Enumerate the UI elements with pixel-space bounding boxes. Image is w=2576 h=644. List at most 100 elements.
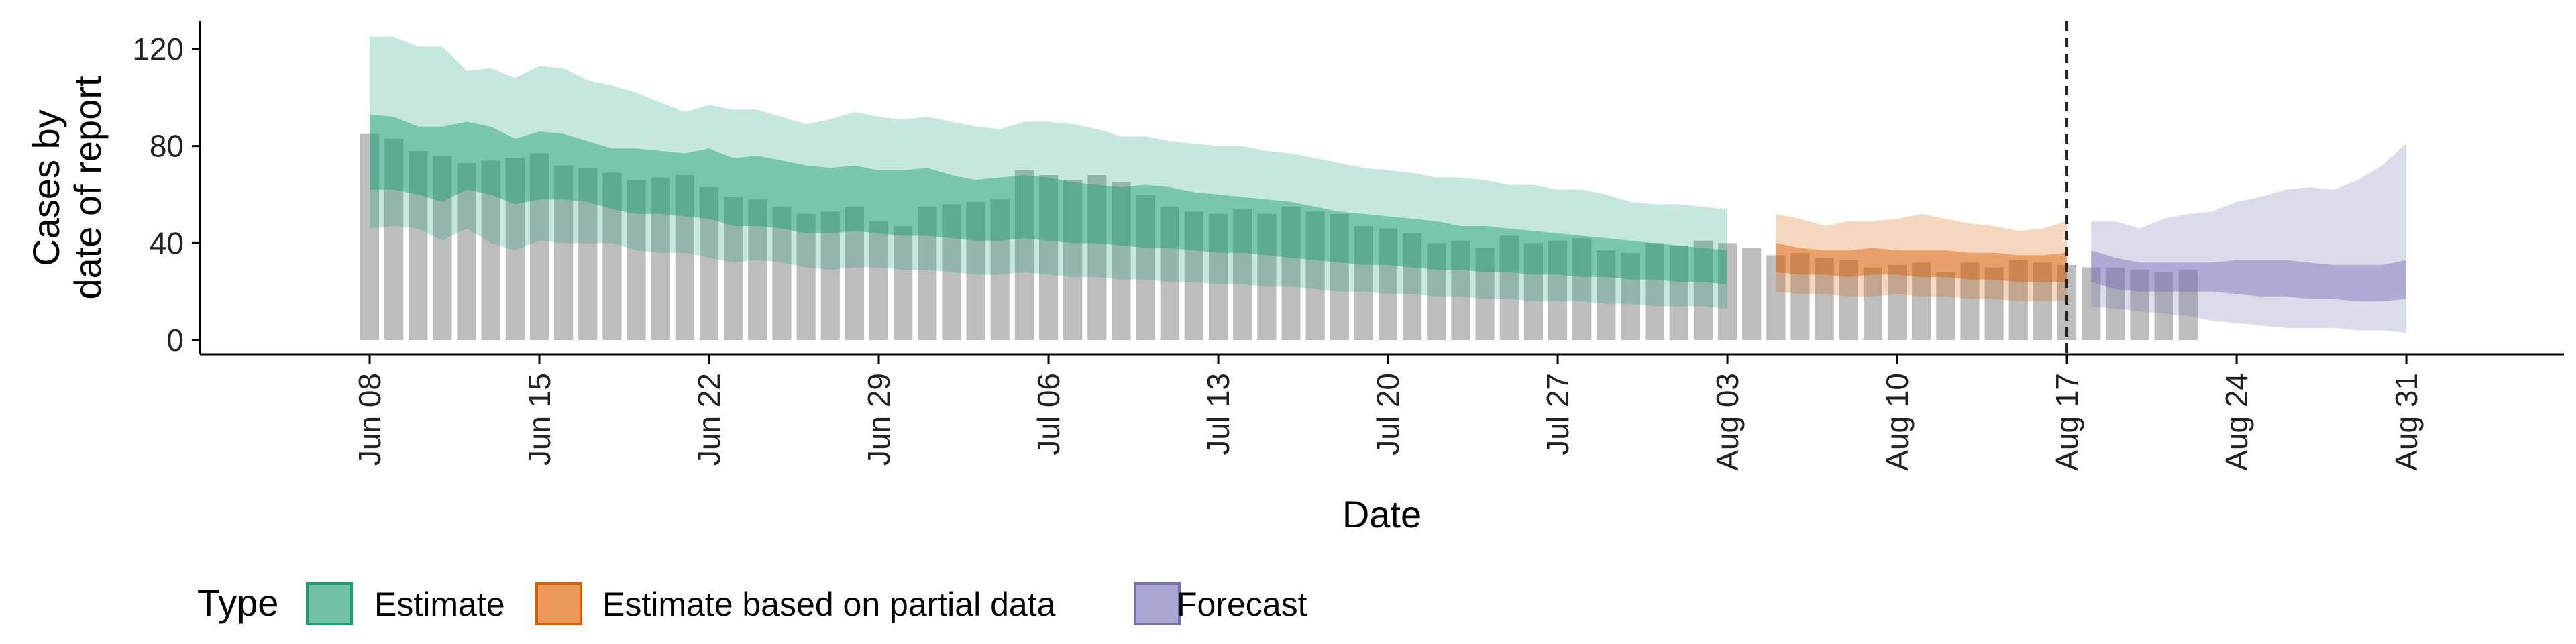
observed-bar bbox=[1499, 235, 1519, 340]
observed-bar bbox=[1305, 211, 1325, 340]
observed-bar bbox=[1257, 213, 1277, 340]
legend-key bbox=[1134, 582, 1181, 625]
legend-label: Forecast bbox=[1177, 586, 1307, 623]
observed-bar bbox=[2178, 270, 2198, 340]
observed-bar bbox=[1742, 248, 1762, 340]
observed-bar bbox=[2154, 272, 2174, 340]
x-tick-label: Jun 22 bbox=[692, 373, 727, 466]
observed-bar bbox=[2008, 260, 2028, 340]
forecast-inner-band bbox=[2091, 250, 2407, 302]
estimate-outer-band bbox=[370, 36, 1728, 309]
estimate-based-on-partial-data-inner-band bbox=[1776, 243, 2068, 282]
observed-bar bbox=[1475, 248, 1495, 340]
observed-bar bbox=[2082, 267, 2101, 340]
observed-bar bbox=[1766, 255, 1786, 340]
legend-key bbox=[535, 582, 582, 625]
observed-bar bbox=[1936, 272, 1955, 340]
observed-bar bbox=[360, 133, 380, 340]
observed-bar bbox=[627, 180, 646, 340]
observed-bar bbox=[1597, 250, 1616, 340]
x-tick-label: Aug 24 bbox=[2219, 373, 2254, 471]
observed-bar bbox=[699, 187, 719, 340]
observed-bar bbox=[918, 207, 937, 340]
y-tick-label: 40 bbox=[150, 225, 184, 260]
observed-bar bbox=[651, 177, 670, 340]
observed-bar bbox=[2130, 270, 2149, 340]
observed-bar bbox=[1790, 252, 1810, 340]
observed-bar bbox=[1354, 226, 1373, 340]
x-tick-label: Aug 17 bbox=[2049, 373, 2084, 471]
y-tick-label: 80 bbox=[150, 129, 184, 164]
observed-bar bbox=[796, 213, 816, 340]
observed-bar bbox=[1863, 267, 1882, 340]
observed-bar bbox=[1233, 209, 1252, 340]
observed-bar bbox=[1160, 207, 1179, 340]
y-axis-title: Cases bydate of report bbox=[25, 76, 109, 300]
legend-key bbox=[306, 582, 353, 625]
observed-bar bbox=[1548, 240, 1568, 340]
y-tick-label: 0 bbox=[166, 323, 184, 358]
legend: Type Estimate Estimate based on partial da… bbox=[197, 582, 1307, 625]
observed-bar bbox=[820, 211, 840, 340]
observed-bar bbox=[1693, 240, 1713, 340]
observed-bar bbox=[1063, 180, 1083, 340]
observed-bar bbox=[894, 226, 913, 340]
x-tick-label: Aug 03 bbox=[1710, 373, 1745, 471]
x-tick-label: Jul 27 bbox=[1540, 373, 1575, 455]
observed-bar bbox=[1912, 262, 1931, 340]
observed-bar bbox=[1451, 240, 1470, 340]
observed-bar bbox=[990, 199, 1010, 340]
observed-bar bbox=[1984, 267, 2004, 340]
x-tick-label: Jul 20 bbox=[1371, 373, 1405, 455]
observed-bar bbox=[409, 150, 428, 340]
x-tick-label: Jun 08 bbox=[352, 373, 387, 466]
observed-bar bbox=[772, 207, 792, 340]
x-tick-label: Jun 15 bbox=[522, 373, 557, 466]
observed-bar bbox=[2106, 267, 2125, 340]
x-tick-label: Jun 29 bbox=[861, 373, 896, 466]
observed-bar bbox=[1717, 243, 1737, 340]
observed-bar bbox=[578, 168, 598, 340]
axes: 0 40 80 120 Jun 08 Jun 15 Jun 22 Jun 29 Jul 06 Ju… bbox=[25, 21, 2564, 535]
observed-bar bbox=[1523, 243, 1543, 340]
observed-cases-bars bbox=[360, 133, 2198, 341]
legend-label: Estimate bbox=[374, 586, 505, 623]
observed-bar bbox=[554, 165, 574, 340]
y-axis-title-line: date of report bbox=[66, 76, 109, 300]
observed-bar bbox=[1378, 228, 1398, 340]
x-tick-label: Aug 31 bbox=[2389, 373, 2424, 471]
observed-bar bbox=[1887, 264, 1907, 340]
observed-bar bbox=[942, 204, 961, 340]
observed-bar bbox=[1572, 238, 1592, 340]
observed-bar bbox=[2033, 262, 2053, 340]
observed-bar bbox=[1839, 260, 1858, 340]
observed-bar bbox=[505, 158, 525, 340]
ribbon-bands bbox=[370, 36, 2407, 333]
observed-bar bbox=[1427, 243, 1446, 340]
observed-bar bbox=[675, 175, 694, 340]
estimate-based-on-partial-data-outer-band bbox=[1776, 213, 2068, 302]
y-tick-label: 120 bbox=[132, 32, 184, 66]
x-axis-title: Date bbox=[1342, 493, 1421, 535]
observed-bar bbox=[1330, 213, 1349, 340]
forecast-outer-band bbox=[2091, 144, 2407, 333]
observed-bar bbox=[1136, 195, 1155, 340]
observed-bar bbox=[869, 221, 889, 340]
legend-label: Estimate based on partial data bbox=[602, 586, 1056, 623]
observed-bar bbox=[1669, 245, 1688, 340]
observed-bar bbox=[602, 172, 622, 340]
x-tick-label: Jul 06 bbox=[1031, 373, 1066, 455]
observed-bar bbox=[1184, 211, 1203, 340]
observed-bar bbox=[845, 207, 864, 340]
observed-bar bbox=[433, 156, 452, 340]
observed-bar bbox=[1281, 207, 1301, 340]
observed-bar bbox=[1621, 252, 1640, 340]
observed-bar bbox=[1403, 233, 1422, 340]
observed-bar bbox=[529, 153, 549, 340]
observed-bar bbox=[1087, 175, 1107, 340]
x-tick-label: Jul 13 bbox=[1201, 373, 1236, 455]
x-tick-label: Aug 10 bbox=[1880, 373, 1915, 471]
observed-bar bbox=[966, 201, 985, 340]
observed-bar bbox=[1038, 175, 1059, 340]
